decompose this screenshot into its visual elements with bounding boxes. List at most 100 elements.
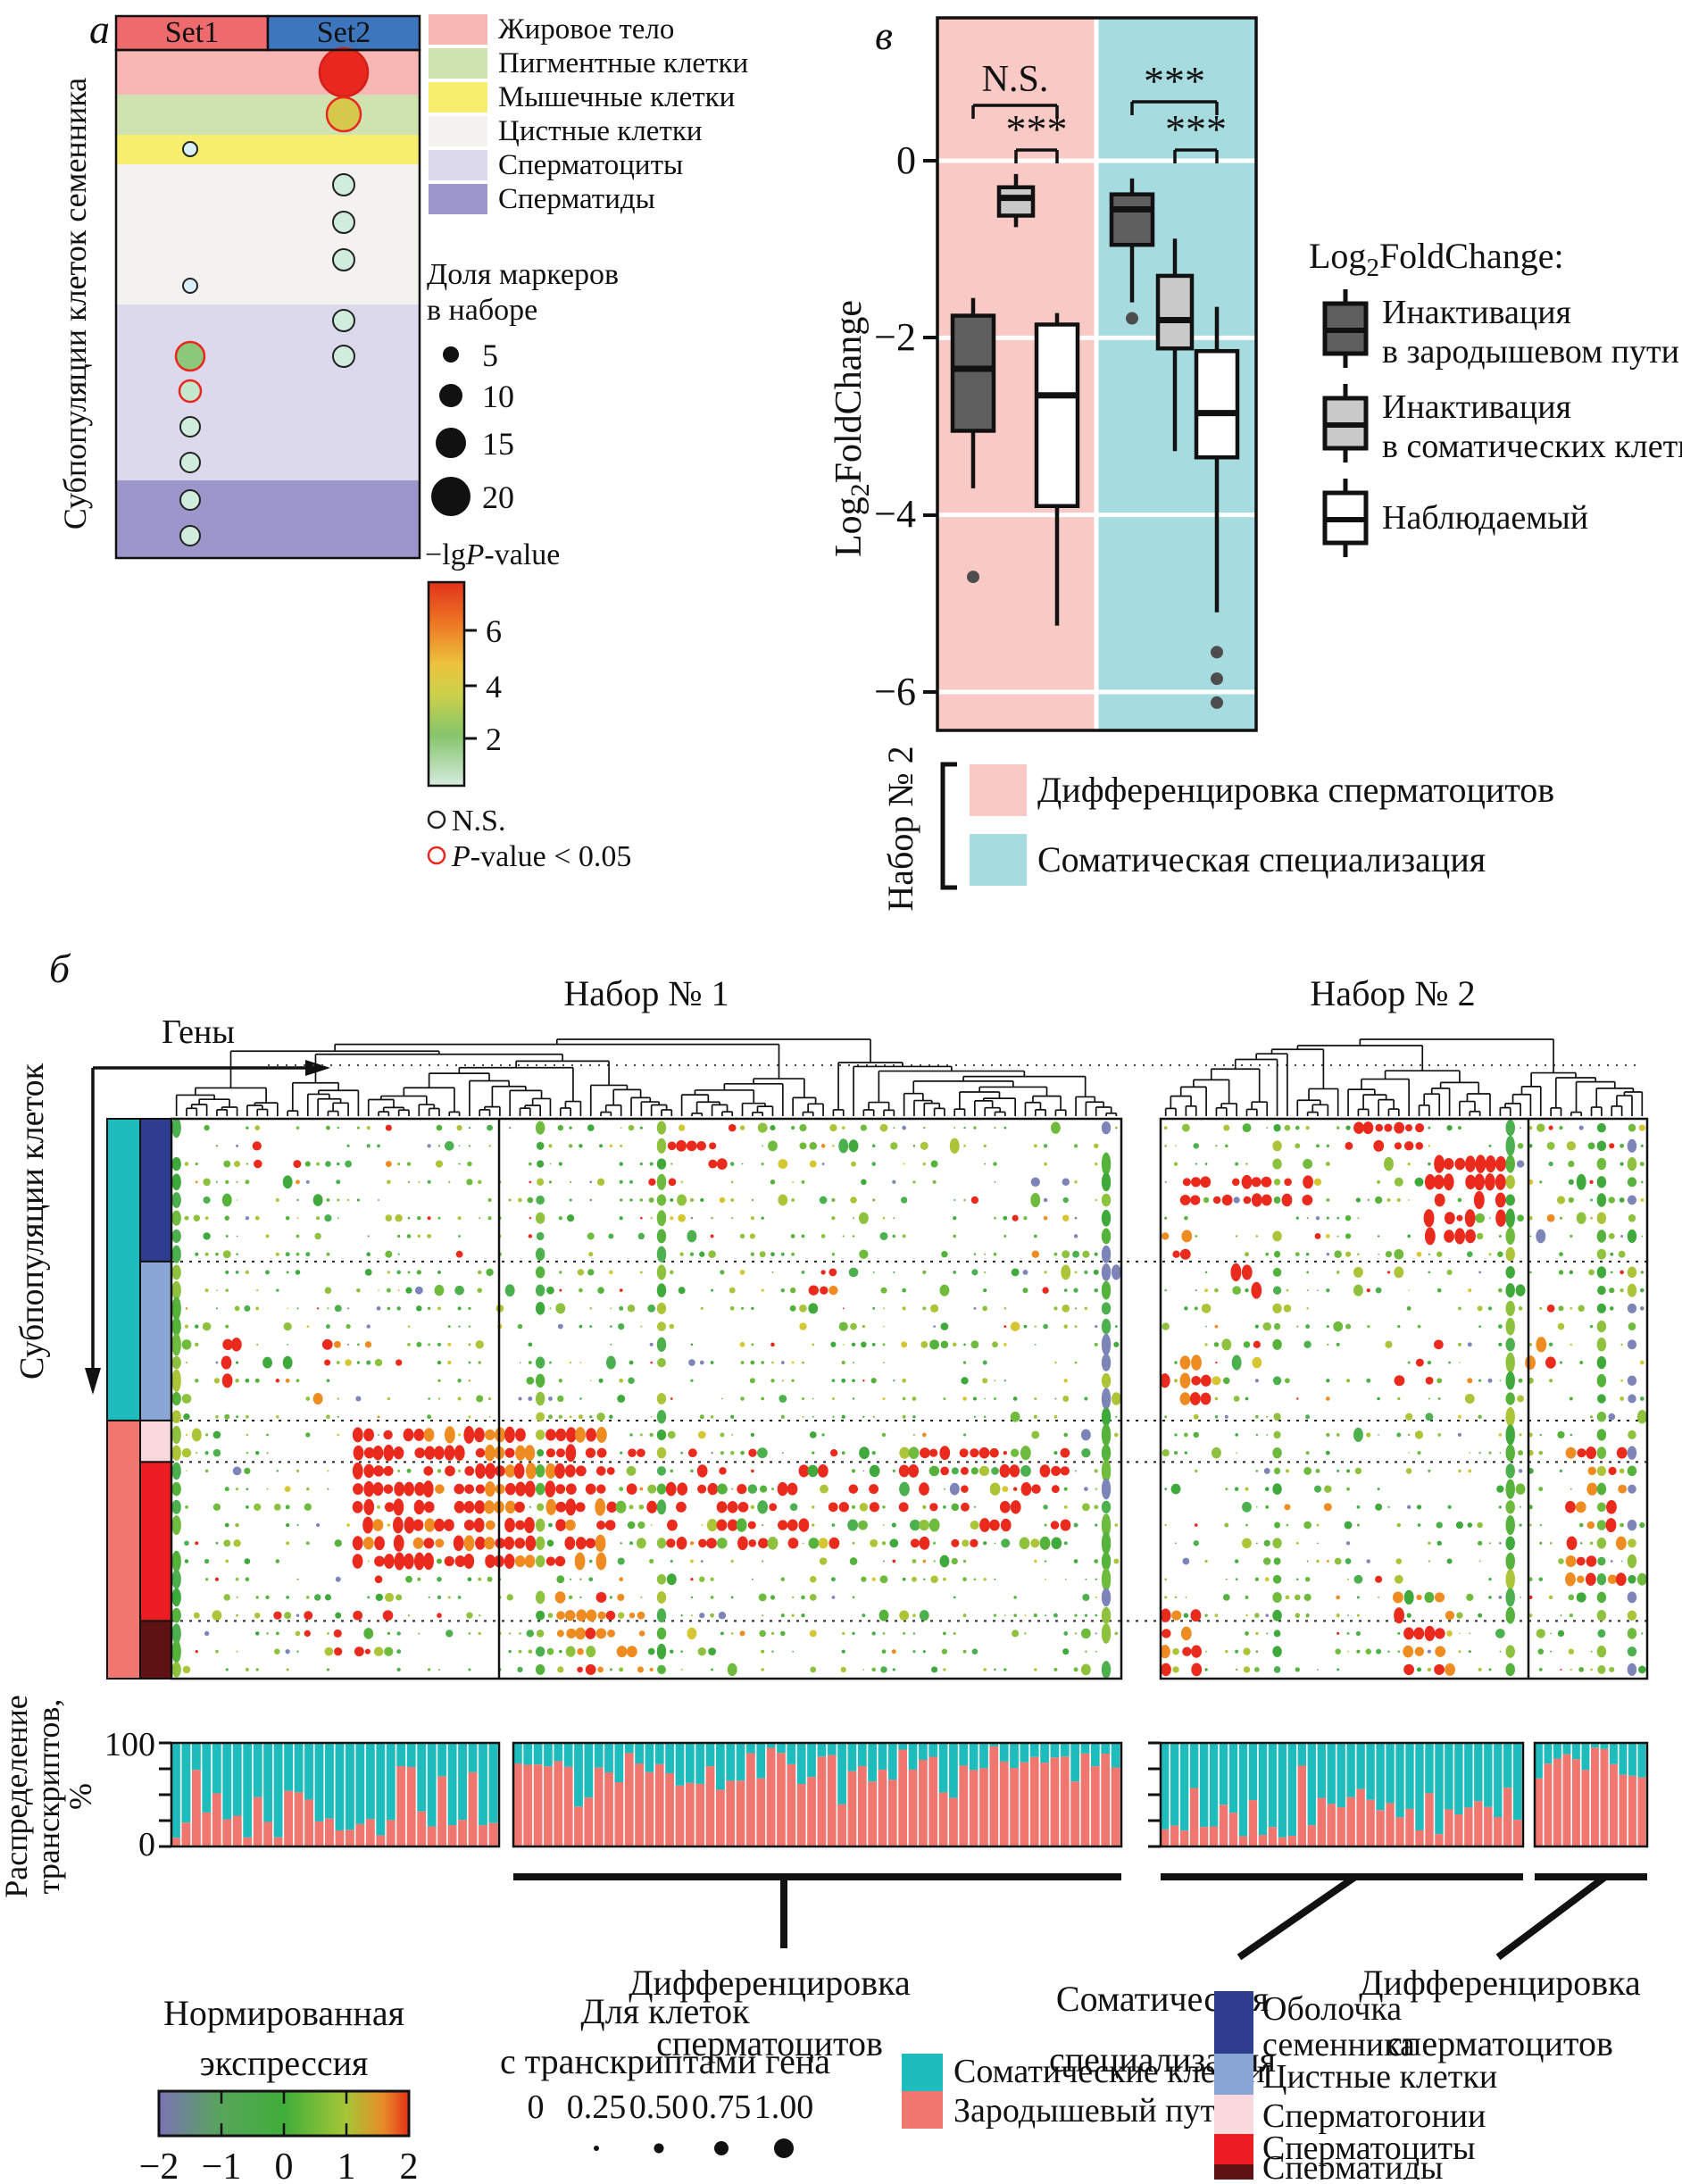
legend-swatch [429, 184, 487, 214]
set1-title: Набор № 1 [563, 973, 729, 1013]
expr-title-1: Нормированная [163, 1993, 404, 2033]
panel-a-label: а [89, 6, 110, 52]
legend-label: Инактивация [1382, 388, 1571, 426]
pvalue-colorbar [427, 580, 466, 788]
dendrograms [175, 1038, 1644, 1116]
legend-label: в зародышевом пути [1382, 333, 1679, 371]
panel-v: в N.S.********* 0 −2 −4 −6 Log2FoldChang… [829, 13, 1682, 912]
panel-a: а Субпопуляции клеток семенника Set1 Set… [57, 6, 748, 873]
nabor2-rotated-label: Набор № 2 [880, 746, 920, 911]
tick-label: 0 [896, 138, 916, 182]
legend-swatch [429, 82, 487, 113]
set2-header-label: Set2 [317, 16, 371, 49]
tick-label: 2 [486, 721, 502, 757]
panel-v-legend-title: Log2FoldChange: [1309, 236, 1564, 282]
legend-label: Инактивация [1382, 294, 1571, 331]
bracket [940, 762, 957, 890]
heatmap-dots [171, 1117, 1647, 1679]
expr-title-2: экспрессия [200, 2043, 369, 2083]
size-dot-icon [774, 2138, 794, 2158]
tick-label: 2 [400, 2146, 419, 2180]
tick-label: −2 [139, 2146, 179, 2180]
legend-label: Мышечные клетки [498, 81, 735, 113]
tick-label: 4 [486, 669, 502, 704]
svg-text:N.S.: N.S. [982, 59, 1049, 100]
size-dot-10 [439, 384, 462, 407]
annotation-label: Дифференцировка [629, 1963, 911, 2003]
panel-a-pvalue-colorbar: −lgP-value 6 4 2 [425, 538, 560, 788]
legend-label: Цистные клетки [498, 115, 703, 147]
pvalue-colorbar-title: −lgP-value [425, 538, 560, 571]
tick-label: −2 [874, 315, 916, 359]
bracket [1237, 1873, 1358, 1961]
size-legend-title-1: Доля маркеров [427, 258, 619, 291]
tick-label: 0 [528, 2088, 545, 2126]
legend-label: Жировое тело [498, 13, 674, 46]
legend-swatch [429, 48, 487, 79]
legend-label: Соматическая специализация [1037, 839, 1486, 879]
tick-label: 0 [275, 2146, 294, 2180]
bar-axis-label-2: транскриптов, [30, 1699, 66, 1895]
genes-axis-label: Гены [162, 1013, 235, 1051]
annotation-label: сперматоцитов [1386, 2023, 1613, 2063]
size-legend-title-2: в наборе [427, 294, 537, 327]
size-dot-5 [443, 346, 459, 363]
panel-b: б Гены Субпопуляции клеток Набор № 1 Наб… [0, 946, 1649, 2184]
legend-swatch [1214, 2054, 1253, 2095]
panel-a-matrix-border [114, 48, 421, 560]
boxplot-glyph-icons [1322, 289, 1369, 557]
size-dot-icon [654, 2143, 664, 2154]
panel-v-label: в [875, 13, 893, 58]
tick-label: 1.00 [754, 2088, 814, 2126]
size-dot-20 [431, 477, 470, 516]
transcript-bars [159, 1741, 1649, 1848]
legend-swatch [902, 2054, 943, 2091]
legend-swatch [970, 764, 1027, 816]
legend-label: семенника [1262, 2026, 1415, 2063]
legend-label: Сперматоциты [498, 149, 683, 181]
panel-v-plot: N.S.********* [937, 18, 1256, 730]
set1-header-label: Set1 [165, 16, 219, 49]
bar-axis-label-1: Распределение [0, 1695, 34, 1898]
expression-legend: Нормированная экспрессия −2 −1 0 1 2 [139, 1993, 419, 2184]
panel-a-ring-legend: N.S. P-value < 0.05 [427, 804, 631, 873]
bracket [1495, 1873, 1608, 1961]
legend-swatch [429, 14, 487, 45]
tick-label: 0.25 [567, 2088, 627, 2126]
legend-label: Сперматогонии [1262, 2097, 1486, 2135]
bar-tick-label: 0 [138, 1826, 155, 1863]
size-label: 10 [482, 379, 514, 414]
expression-colorbar-ticks [157, 2091, 411, 2136]
legend-swatch [429, 150, 487, 180]
tick-label: 0.75 [692, 2088, 752, 2126]
legend-label: Наблюдаемый [1382, 499, 1588, 537]
legend-swatch [1214, 2164, 1253, 2180]
legend-label: Цистные клетки [1262, 2058, 1497, 2096]
legend-label: Пигментные клетки [498, 47, 748, 79]
genes-arrow-icon [305, 1060, 330, 1076]
celltype-legend: Оболочка семенника Цистные клетки Сперма… [1214, 1990, 1497, 2184]
size-label: 15 [482, 426, 514, 462]
panel-a-celltype-legend: Жировое тело Пигментные клетки Мышечные … [429, 13, 748, 215]
annotation-label: Дифференцировка [1359, 1963, 1641, 2003]
legend-label: Соматические клетки [953, 2053, 1265, 2090]
panel-b-y-axis-label: Субпопуляции клеток [13, 1063, 51, 1380]
svg-text:***: *** [1006, 106, 1068, 152]
legend-label: Сперматиды [498, 183, 655, 215]
legend-label: Сперматоциты [1262, 2130, 1476, 2167]
legend-swatch [1214, 2095, 1253, 2134]
ns-label: N.S. [452, 804, 505, 838]
legend-label: в соматических клетках [1382, 428, 1682, 465]
panel-a-y-axis-label: Субпопуляции клеток семенника [57, 78, 93, 529]
svg-text:***: *** [1165, 106, 1227, 152]
tick-label: 0.50 [629, 2088, 689, 2126]
legend-label: Оболочка [1262, 1990, 1402, 2028]
size-dot-icon [594, 2146, 599, 2151]
pvalue-label: P-value < 0.05 [451, 840, 631, 873]
panel-a-size-legend: Доля маркеров в наборе 5 10 15 20 [427, 258, 619, 516]
size-dot-15 [436, 428, 466, 458]
size-label: 5 [482, 338, 498, 373]
heatmap-borders [170, 1117, 1649, 1680]
